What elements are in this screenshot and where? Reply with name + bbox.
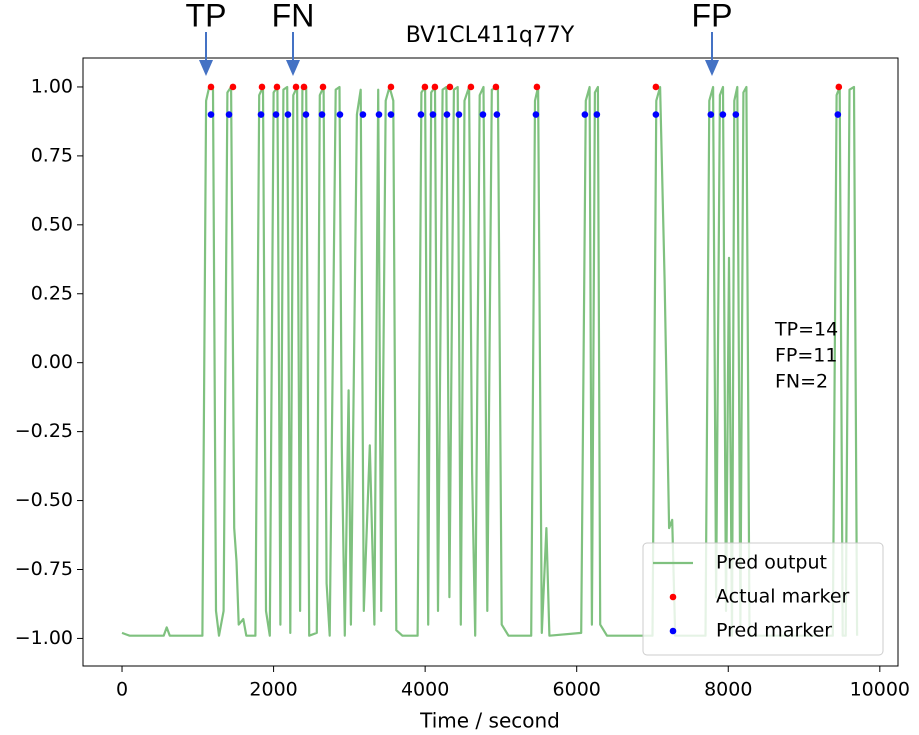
marker: [359, 111, 367, 118]
marker: [225, 111, 233, 118]
x-axis-label: Time / second: [419, 709, 560, 733]
marker: [318, 111, 326, 118]
y-tick-label: 0.75: [31, 144, 73, 166]
marker: [446, 83, 454, 91]
marker: [581, 111, 589, 118]
marker: [707, 111, 715, 118]
marker: [652, 83, 660, 91]
marker: [375, 111, 383, 118]
marker: [431, 83, 439, 91]
legend-box: [642, 542, 884, 656]
y-tick-label: −0.50: [15, 489, 73, 511]
marker: [300, 83, 308, 91]
stats-text: FN=2: [775, 371, 828, 393]
legend-label: Actual marker: [716, 586, 850, 608]
marker: [207, 111, 215, 118]
x-tick-label: 10000: [850, 679, 910, 701]
marker: [492, 83, 500, 91]
legend-marker: [669, 593, 677, 601]
marker: [272, 111, 280, 118]
y-tick-label: −0.25: [15, 420, 73, 442]
marker: [732, 111, 740, 118]
marker: [387, 111, 395, 118]
marker: [479, 111, 487, 118]
marker: [229, 83, 237, 91]
x-tick-label: 2000: [249, 679, 297, 701]
annotation-arrowhead: [286, 60, 300, 76]
marker: [258, 83, 266, 91]
y-tick-label: −0.75: [15, 558, 73, 580]
annotation: FP: [692, 0, 733, 33]
marker: [493, 111, 501, 118]
marker: [593, 111, 601, 118]
y-tick-label: 0.25: [31, 282, 73, 304]
y-tick-label: −1.00: [15, 627, 73, 649]
marker: [421, 83, 429, 91]
chart-title: BV1CL411q77Y: [406, 23, 575, 48]
annotation-arrowhead: [199, 60, 213, 76]
stats-text: FP=11: [775, 345, 837, 367]
legend-marker: [669, 627, 677, 635]
x-tick-label: 4000: [401, 679, 449, 701]
annotation-arrowhead: [705, 60, 719, 76]
marker: [443, 111, 451, 118]
annotation: TP: [186, 0, 227, 33]
x-tick-label: 8000: [704, 679, 752, 701]
marker: [429, 111, 437, 118]
marker: [417, 111, 425, 118]
y-tick-label: 0.00: [31, 351, 73, 373]
marker: [273, 83, 281, 91]
marker: [455, 111, 463, 118]
legend-label: Pred output: [716, 552, 827, 574]
marker: [533, 83, 541, 91]
marker: [719, 111, 727, 118]
x-tick-label: 0: [116, 679, 128, 701]
marker: [319, 83, 327, 91]
marker: [835, 83, 843, 91]
marker: [336, 111, 344, 118]
marker: [292, 83, 300, 91]
annotation: FN: [272, 0, 315, 33]
x-tick-label: 6000: [553, 679, 601, 701]
marker: [387, 83, 395, 91]
marker: [652, 111, 660, 118]
y-tick-label: 1.00: [31, 75, 73, 97]
marker: [532, 111, 540, 118]
marker: [302, 111, 310, 118]
marker: [207, 83, 215, 91]
marker: [257, 111, 265, 118]
marker: [467, 83, 475, 91]
stats-text: TP=14: [774, 319, 838, 341]
axes-frame: [82, 57, 899, 667]
marker: [284, 111, 292, 118]
y-tick-label: 0.50: [31, 213, 73, 235]
marker: [834, 111, 842, 118]
legend-label: Pred marker: [716, 620, 832, 642]
